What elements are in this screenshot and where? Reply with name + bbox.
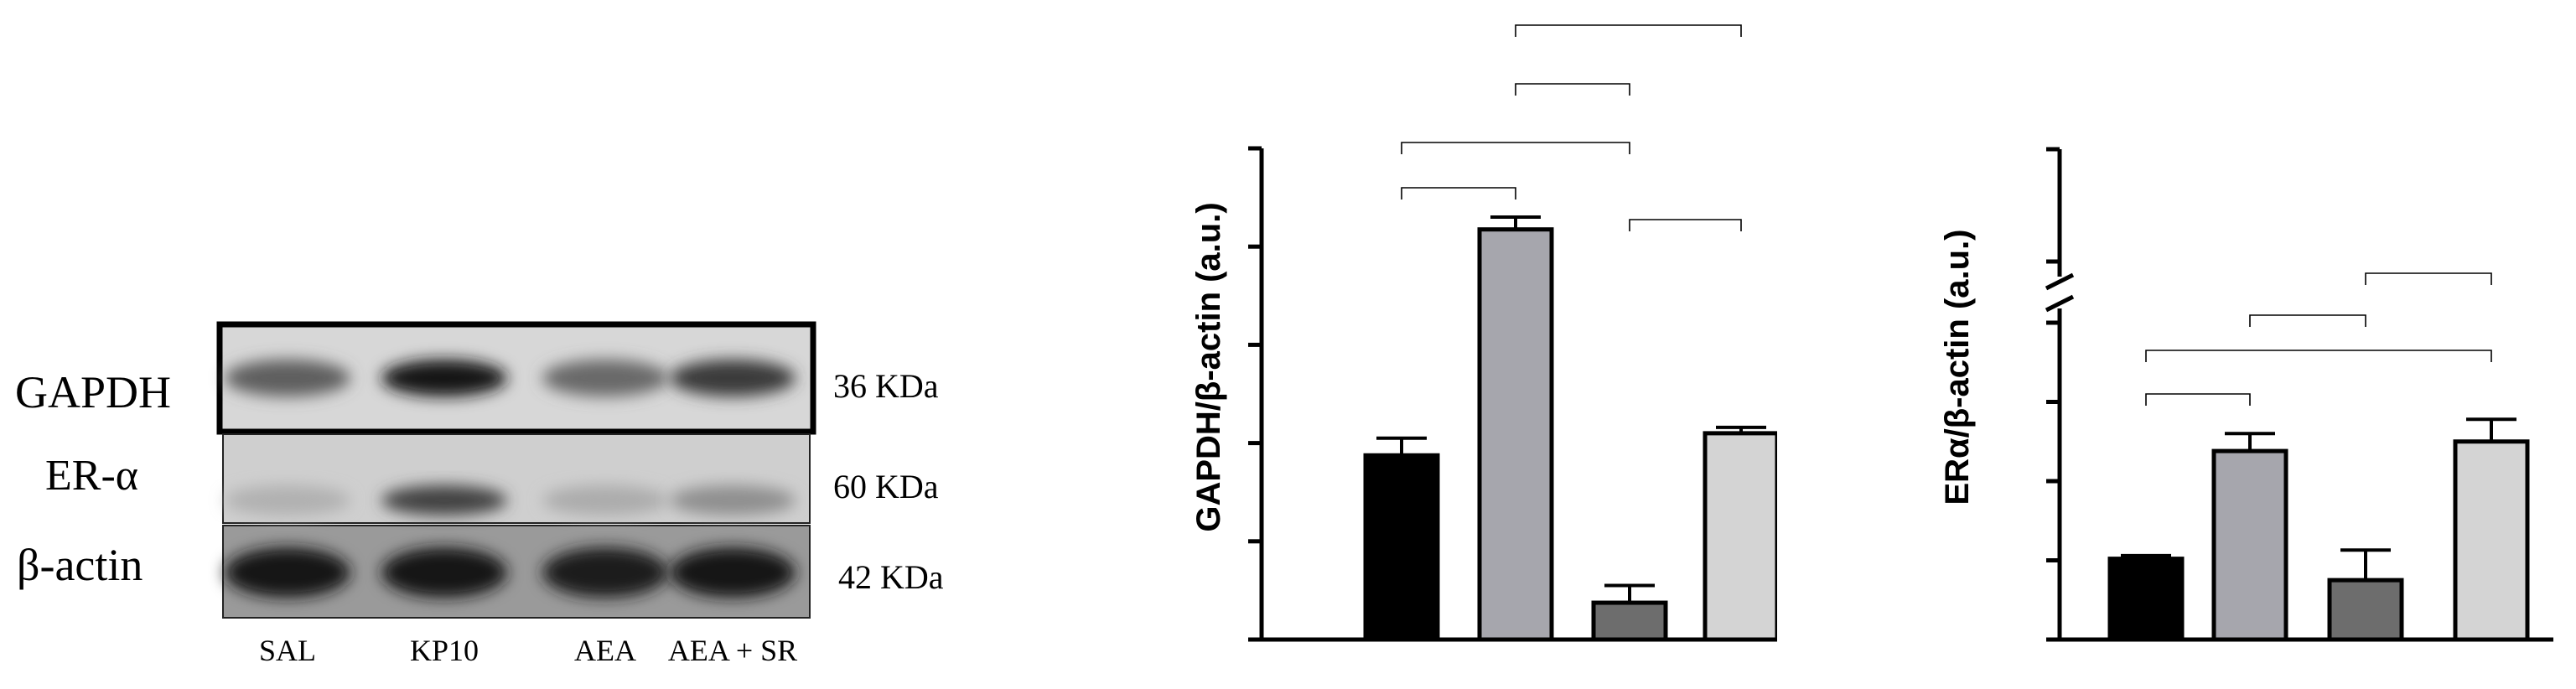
- protein-label-er-alpha: ER-α: [45, 452, 138, 500]
- lane-label-sal: SAL: [259, 634, 316, 667]
- gapdh-bar-sal: [1363, 453, 1440, 642]
- er-alpha-significance-bracket-sal-aea-sr: [2145, 350, 2492, 362]
- blot-band-gapdh-kp10: [381, 360, 507, 396]
- gapdh-bar-aea: [1591, 600, 1668, 642]
- lane-label-kp10: KP10: [410, 634, 479, 667]
- er-alpha-bar-chart: ERα/β-actin (a.u.): [1939, 147, 2553, 642]
- blot-band-actin-aea-sr: [670, 547, 796, 598]
- er-alpha-bar-aea-sr: [2453, 439, 2530, 642]
- gapdh-bar-aea-sr: [1703, 431, 1777, 642]
- size-label-gapdh: 36 KDa: [833, 367, 939, 405]
- gapdh-bar-chart: GAPDH/β-actin (a.u.): [1190, 24, 1777, 642]
- lane-label-aea: AEA: [574, 634, 636, 667]
- protein-label-beta-actin: β-actin: [17, 540, 143, 590]
- gapdh-significance-bracket-kp10-aea: [1515, 83, 1630, 96]
- western-blot-figure: GAPDH ER-α β-actin 36 KDa 60 KDa 42 KDa …: [15, 321, 944, 667]
- gapdh-significance-bracket-kp10-aea-sr: [1515, 24, 1742, 37]
- gapdh-significance-bracket-aea-aea-sr: [1629, 219, 1742, 231]
- er-alpha-axis-break-mark-0: [2045, 272, 2075, 291]
- gapdh-bar-kp10: [1477, 227, 1554, 642]
- western-blot-panel: GAPDH ER-α β-actin 36 KDa 60 KDa 42 KDa …: [0, 0, 989, 689]
- size-label-er-alpha: 60 KDa: [833, 468, 939, 505]
- er-alpha-significance-bracket-sal-kp10: [2145, 393, 2251, 406]
- er-alpha-significance-bracket-aea-aea-sr: [2365, 272, 2492, 285]
- blot-band-er-kp10: [381, 485, 507, 515]
- blot-band-er-sal: [225, 485, 350, 515]
- gapdh-significance-bracket-sal-aea: [1401, 142, 1630, 154]
- blot-band-actin-kp10: [381, 547, 507, 598]
- blot-band-gapdh-sal: [225, 360, 350, 396]
- blot-band-er-aea: [542, 485, 668, 515]
- size-label-beta-actin: 42 KDa: [838, 558, 944, 596]
- blot-band-er-aea-sr: [670, 485, 796, 515]
- blot-band-actin-sal: [225, 547, 350, 598]
- protein-label-gapdh: GAPDH: [15, 367, 171, 417]
- er-alpha-bar-aea: [2327, 578, 2404, 642]
- er-alpha-chart-panel: ERα/β-actin (a.u.): [1861, 0, 2576, 689]
- blot-band-gapdh-aea: [542, 360, 668, 396]
- er-alpha-axis-break-mark-1: [2045, 294, 2075, 313]
- gapdh-significance-bracket-sal-kp10: [1401, 187, 1516, 199]
- er-alpha-significance-bracket-kp10-aea: [2249, 314, 2366, 327]
- lane-label-aea-sr: AEA + SR: [668, 634, 797, 667]
- gapdh-chart-panel: GAPDH/β-actin (a.u.): [989, 0, 1777, 689]
- blot-band-gapdh-aea-sr: [670, 360, 796, 396]
- er-alpha-bar-sal: [2107, 557, 2185, 642]
- er-alpha-bar-kp10: [2211, 448, 2288, 642]
- er-alpha-y-axis-label: ERα/β-actin (a.u.): [1939, 229, 1976, 505]
- gapdh-y-axis-label: GAPDH/β-actin (a.u.): [1190, 202, 1227, 531]
- blot-band-actin-aea: [542, 547, 668, 598]
